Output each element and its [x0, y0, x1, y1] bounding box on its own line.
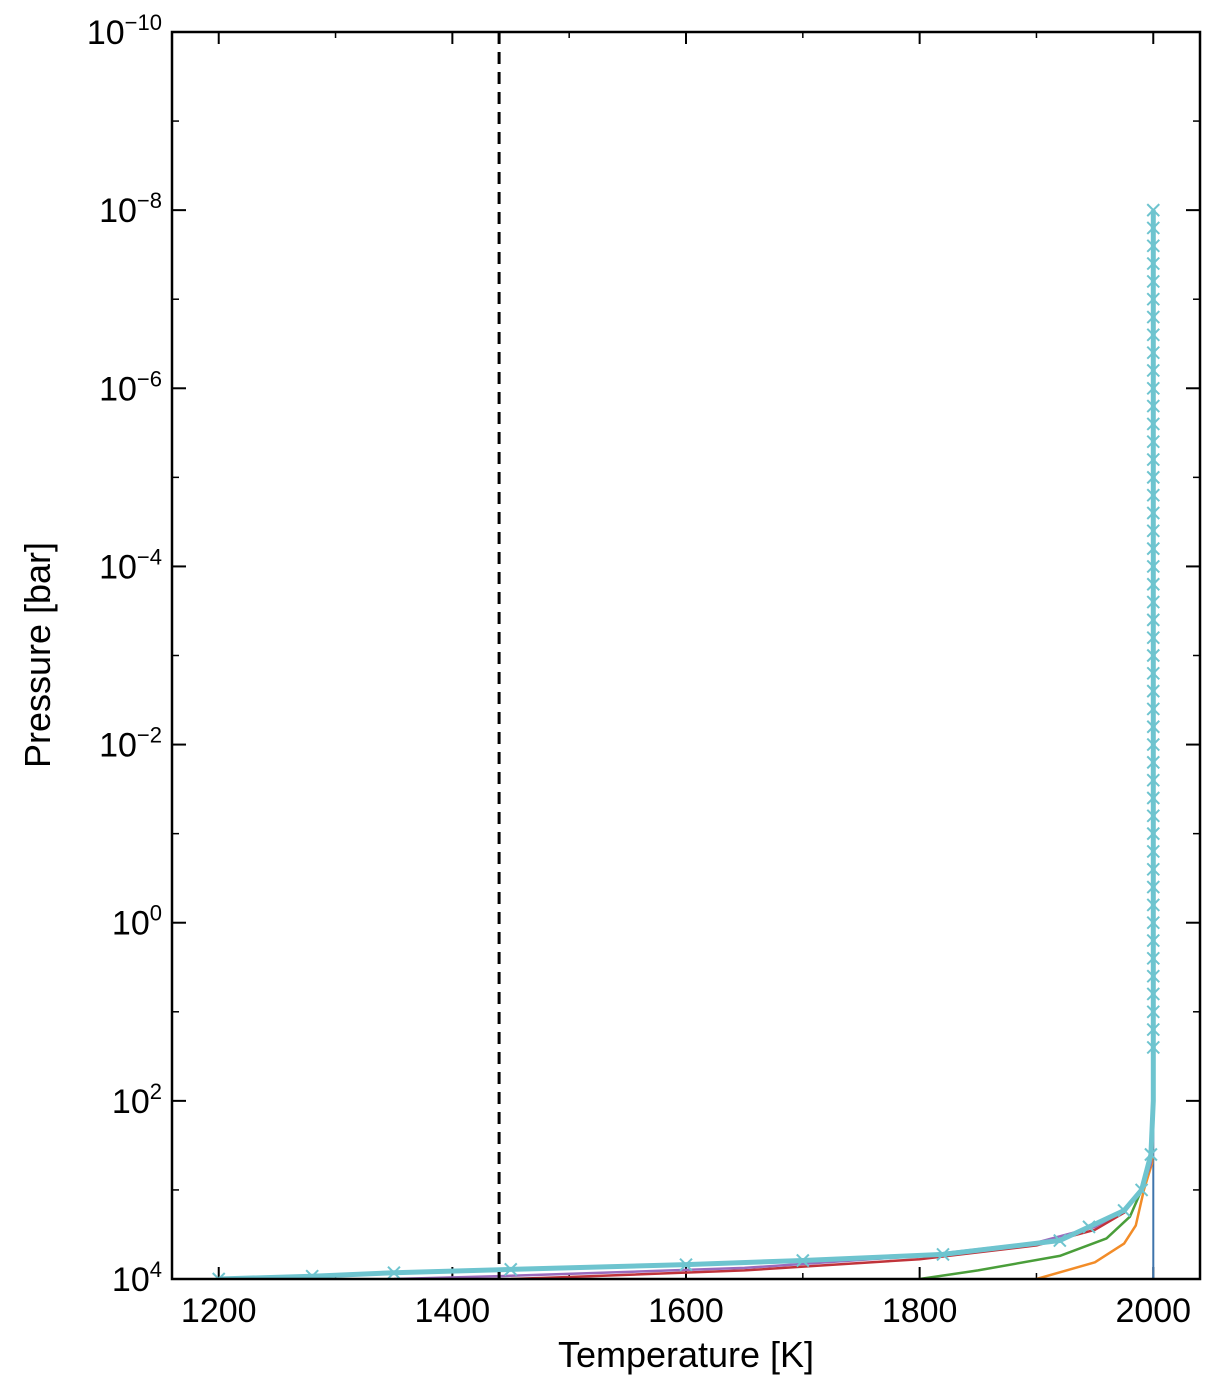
series-marker [1146, 613, 1160, 627]
x-axis-ticks: 1200 1400 1600 1800 2000 [181, 32, 1191, 1330]
y-tick-label: 10−2 [99, 723, 162, 765]
series-marker [1146, 666, 1160, 681]
y-tick-label: 10−8 [99, 188, 162, 230]
y-axis-ticks: 104 102 100 10−2 10−4 10−6 10−8 10−10 [87, 10, 1200, 1299]
series-marker [1146, 399, 1160, 413]
series-marker [796, 1253, 810, 1268]
x-tick-label: 1400 [415, 1292, 491, 1330]
series-marker [387, 1266, 401, 1279]
series-marker [1146, 880, 1160, 894]
y-tick-label: 10−10 [87, 10, 162, 52]
series-marker [1146, 1022, 1160, 1037]
series-marker [1053, 1233, 1067, 1248]
series-marker [1146, 345, 1160, 360]
series-marker [936, 1247, 950, 1262]
x-axis-label: Temperature [K] [558, 1334, 814, 1375]
y-tick-label: 102 [112, 1079, 162, 1121]
series-marker [1082, 1220, 1096, 1234]
series-marker [1146, 595, 1160, 609]
series-layer [212, 203, 1160, 1279]
series-marker [1146, 292, 1160, 306]
y-tick-label: 10−6 [99, 366, 162, 408]
series-line-6 [218, 210, 1156, 1279]
series-marker [1146, 1005, 1160, 1019]
series-marker [1146, 844, 1160, 859]
series-marker [1146, 809, 1160, 823]
series-marker [212, 1272, 226, 1279]
series-marker [1146, 452, 1160, 467]
series-marker [679, 1257, 693, 1272]
series-marker [1146, 630, 1160, 645]
series-marker [1146, 737, 1160, 752]
series-marker [1146, 862, 1160, 876]
series-marker [1146, 577, 1160, 591]
x-tick-label: 1200 [181, 1292, 257, 1330]
plot-frame [170, 30, 1202, 1281]
series-marker [1146, 916, 1160, 930]
series-marker [1146, 310, 1160, 324]
series-marker [1146, 221, 1160, 235]
series-marker [1146, 256, 1160, 271]
series-marker [1146, 488, 1160, 502]
y-tick-label: 10−4 [99, 544, 162, 586]
series-marker [1146, 417, 1160, 431]
x-tick-label: 1800 [882, 1292, 958, 1330]
series-marker [1146, 435, 1160, 449]
x-tick-label: 2000 [1115, 1292, 1191, 1330]
series-marker [1146, 274, 1160, 289]
series-marker [1146, 898, 1160, 912]
series-marker [1146, 470, 1160, 485]
series-marker [1146, 381, 1160, 395]
series-marker [1146, 791, 1160, 805]
series-marker [1146, 239, 1160, 253]
series-marker [1146, 755, 1160, 770]
series-marker [1146, 987, 1160, 1001]
series-marker [1146, 720, 1160, 734]
series-marker [305, 1269, 319, 1279]
series-marker [1146, 363, 1160, 378]
x-tick-label: 1600 [648, 1292, 724, 1330]
series-marker [504, 1262, 518, 1277]
series-marker [1146, 684, 1160, 698]
series-marker [1146, 1040, 1160, 1055]
series-marker [1146, 933, 1160, 948]
y-axis-label: Pressure [bar] [17, 542, 58, 768]
series-marker [1117, 1203, 1131, 1218]
series-marker [1144, 1147, 1158, 1162]
series-marker [1146, 506, 1160, 520]
series-marker [1146, 203, 1160, 217]
series-marker [1146, 951, 1160, 966]
series-marker [1146, 826, 1160, 841]
series-marker [1146, 559, 1160, 574]
y-tick-label: 100 [112, 901, 162, 943]
series-marker [1146, 969, 1160, 983]
series-marker [1146, 648, 1160, 663]
series-marker [1146, 702, 1160, 716]
y-tick-label: 104 [112, 1257, 162, 1299]
series-marker [1146, 328, 1160, 342]
series-marker [1146, 773, 1160, 787]
series-marker [1134, 1183, 1149, 1197]
series-marker [1146, 541, 1160, 556]
series-marker [1146, 524, 1160, 538]
